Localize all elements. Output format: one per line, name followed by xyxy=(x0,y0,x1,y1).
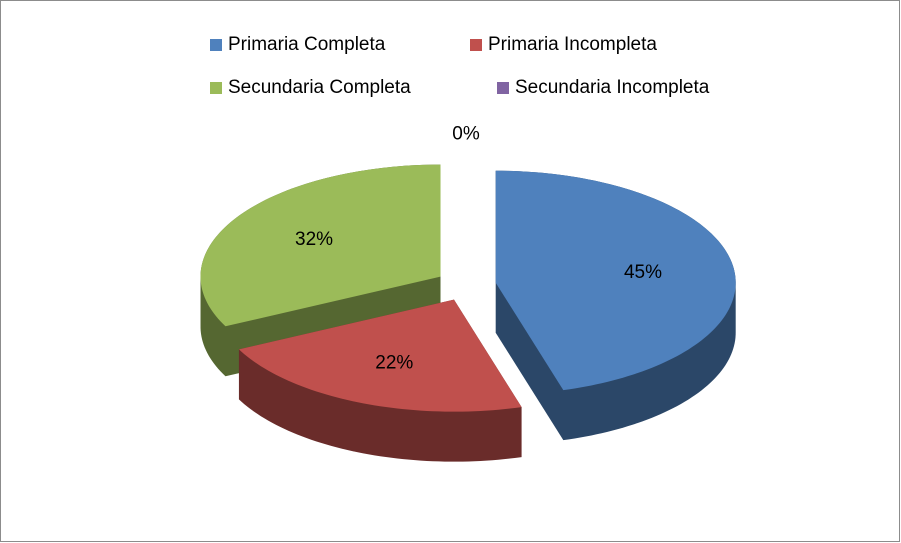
data-label: 0% xyxy=(452,124,480,145)
legend: Primaria Completa Primaria Incompleta Secu… xyxy=(210,34,710,98)
slice xyxy=(495,170,736,391)
legend-swatch xyxy=(210,82,222,94)
slice xyxy=(238,299,522,412)
legend-swatch xyxy=(210,39,222,51)
legend-label: Secundaria Completa xyxy=(228,77,411,98)
data-label: 32% xyxy=(295,229,333,250)
data-label: 45% xyxy=(624,262,662,283)
legend-swatch xyxy=(497,82,509,94)
pie: 0% 32% 45% 22% xyxy=(200,124,736,462)
legend-label: Primaria Incompleta xyxy=(488,34,657,55)
legend-label: Primaria Completa xyxy=(228,34,386,55)
legend-swatch xyxy=(470,39,482,51)
slice xyxy=(200,164,441,327)
legend-label: Secundaria Incompleta xyxy=(515,77,710,98)
data-label: 22% xyxy=(375,352,413,373)
